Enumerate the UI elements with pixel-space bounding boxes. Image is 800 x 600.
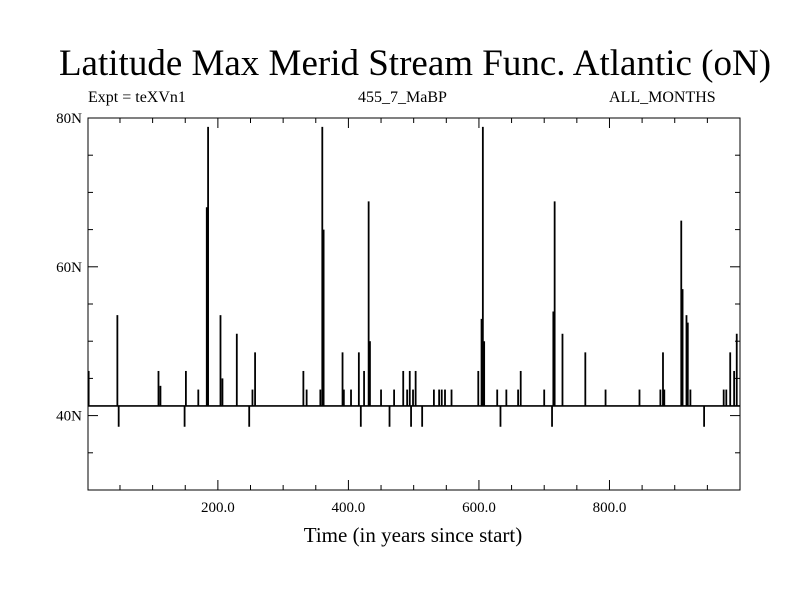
y-tick-label: 80N: [56, 111, 82, 127]
x-axis-title: Time (in years since start): [304, 523, 523, 547]
x-tick-label: 200.0: [201, 500, 235, 516]
plot-frame: [87, 117, 741, 491]
months-label: ALL_MONTHS: [609, 89, 716, 106]
run-label: 455_7_MaBP: [358, 89, 447, 106]
y-tick-label: 40N: [56, 409, 82, 425]
x-tick-label: 400.0: [332, 500, 366, 516]
x-tick-label: 600.0: [462, 500, 496, 516]
y-tick-label: 60N: [56, 260, 82, 276]
experiment-label: Expt = teXVn1: [88, 89, 186, 106]
chart-title: Latitude Max Merid Stream Func. Atlantic…: [58, 43, 772, 84]
x-tick-label: 800.0: [593, 500, 627, 516]
